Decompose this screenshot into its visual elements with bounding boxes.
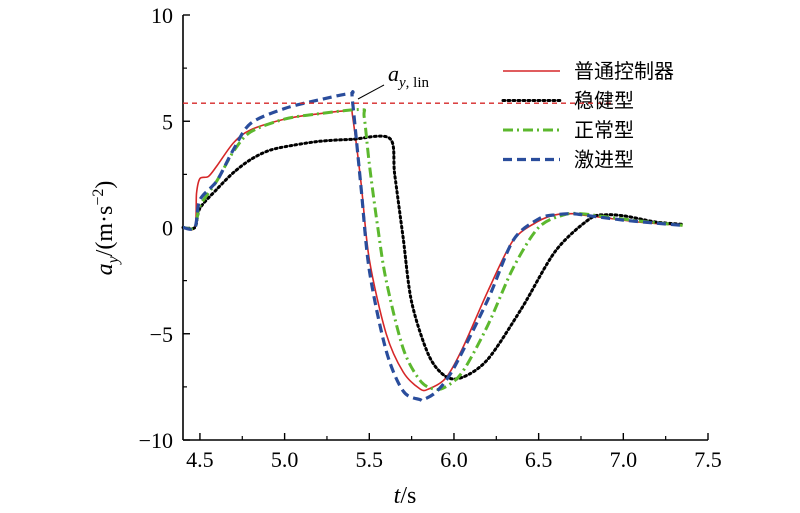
reference-leader-line	[357, 84, 385, 100]
x-tick-label: 7.0	[610, 447, 638, 472]
legend-label-3: 激进型	[574, 148, 634, 172]
axes: −10 −5 0 5 10 4.5 5.0 5.5 6.0 6.5 7.0 7.5	[139, 3, 722, 472]
series-line-1	[181, 134, 685, 381]
y-tick-label: 0	[162, 216, 173, 241]
axis-labels: t/s ay/(m·s−2)	[90, 181, 416, 509]
reference-label: ay, lin	[388, 61, 430, 91]
x-tick-label: 5.0	[271, 447, 299, 472]
legend-label-1: 稳健型	[574, 89, 634, 113]
x-tick-label: 6.5	[525, 447, 553, 472]
x-tick-label: 4.5	[186, 447, 214, 472]
x-tick-label: 7.5	[694, 447, 722, 472]
y-tick-label: −10	[139, 428, 173, 453]
y-tick-label: −5	[150, 322, 173, 347]
plot-lines	[181, 90, 685, 403]
series-line-3	[182, 90, 683, 403]
x-axis-label: t/s	[394, 483, 417, 509]
y-tick-label: 10	[151, 3, 173, 28]
x-tick-label: 6.0	[440, 447, 468, 472]
y-axis-label: ay/(m·s−2)	[90, 181, 122, 276]
y-tick-label: 5	[162, 109, 173, 134]
legend-label-0: 普通控制器	[574, 59, 674, 83]
series-line-0	[182, 108, 683, 392]
x-tick-label: 5.5	[356, 447, 384, 472]
annotations: ay, lin	[183, 61, 612, 104]
legend-label-2: 正常型	[574, 118, 634, 142]
